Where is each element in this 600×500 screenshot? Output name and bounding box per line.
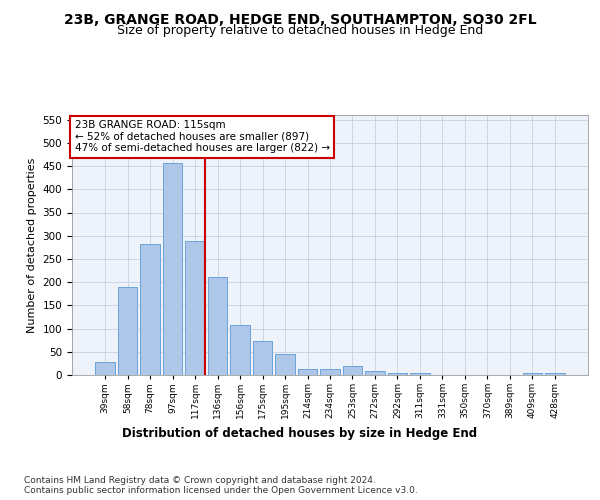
Bar	[185, 242, 205, 375]
Bar	[298, 370, 317, 375]
Bar	[140, 244, 160, 375]
Text: Contains HM Land Registry data © Crown copyright and database right 2024.
Contai: Contains HM Land Registry data © Crown c…	[24, 476, 418, 495]
Bar	[163, 163, 182, 375]
Text: Distribution of detached houses by size in Hedge End: Distribution of detached houses by size …	[122, 428, 478, 440]
Bar	[343, 366, 362, 375]
Bar	[95, 362, 115, 375]
Text: Size of property relative to detached houses in Hedge End: Size of property relative to detached ho…	[117, 24, 483, 37]
Bar	[208, 276, 227, 375]
Bar	[320, 370, 340, 375]
Bar	[388, 372, 407, 375]
Bar	[275, 354, 295, 375]
Bar	[365, 372, 385, 375]
Bar	[230, 325, 250, 375]
Bar	[118, 287, 137, 375]
Text: 23B, GRANGE ROAD, HEDGE END, SOUTHAMPTON, SO30 2FL: 23B, GRANGE ROAD, HEDGE END, SOUTHAMPTON…	[64, 12, 536, 26]
Bar	[545, 373, 565, 375]
Bar	[253, 341, 272, 375]
Bar	[523, 372, 542, 375]
Bar	[410, 372, 430, 375]
Text: 23B GRANGE ROAD: 115sqm
← 52% of detached houses are smaller (897)
47% of semi-d: 23B GRANGE ROAD: 115sqm ← 52% of detache…	[74, 120, 330, 154]
Y-axis label: Number of detached properties: Number of detached properties	[27, 158, 37, 332]
